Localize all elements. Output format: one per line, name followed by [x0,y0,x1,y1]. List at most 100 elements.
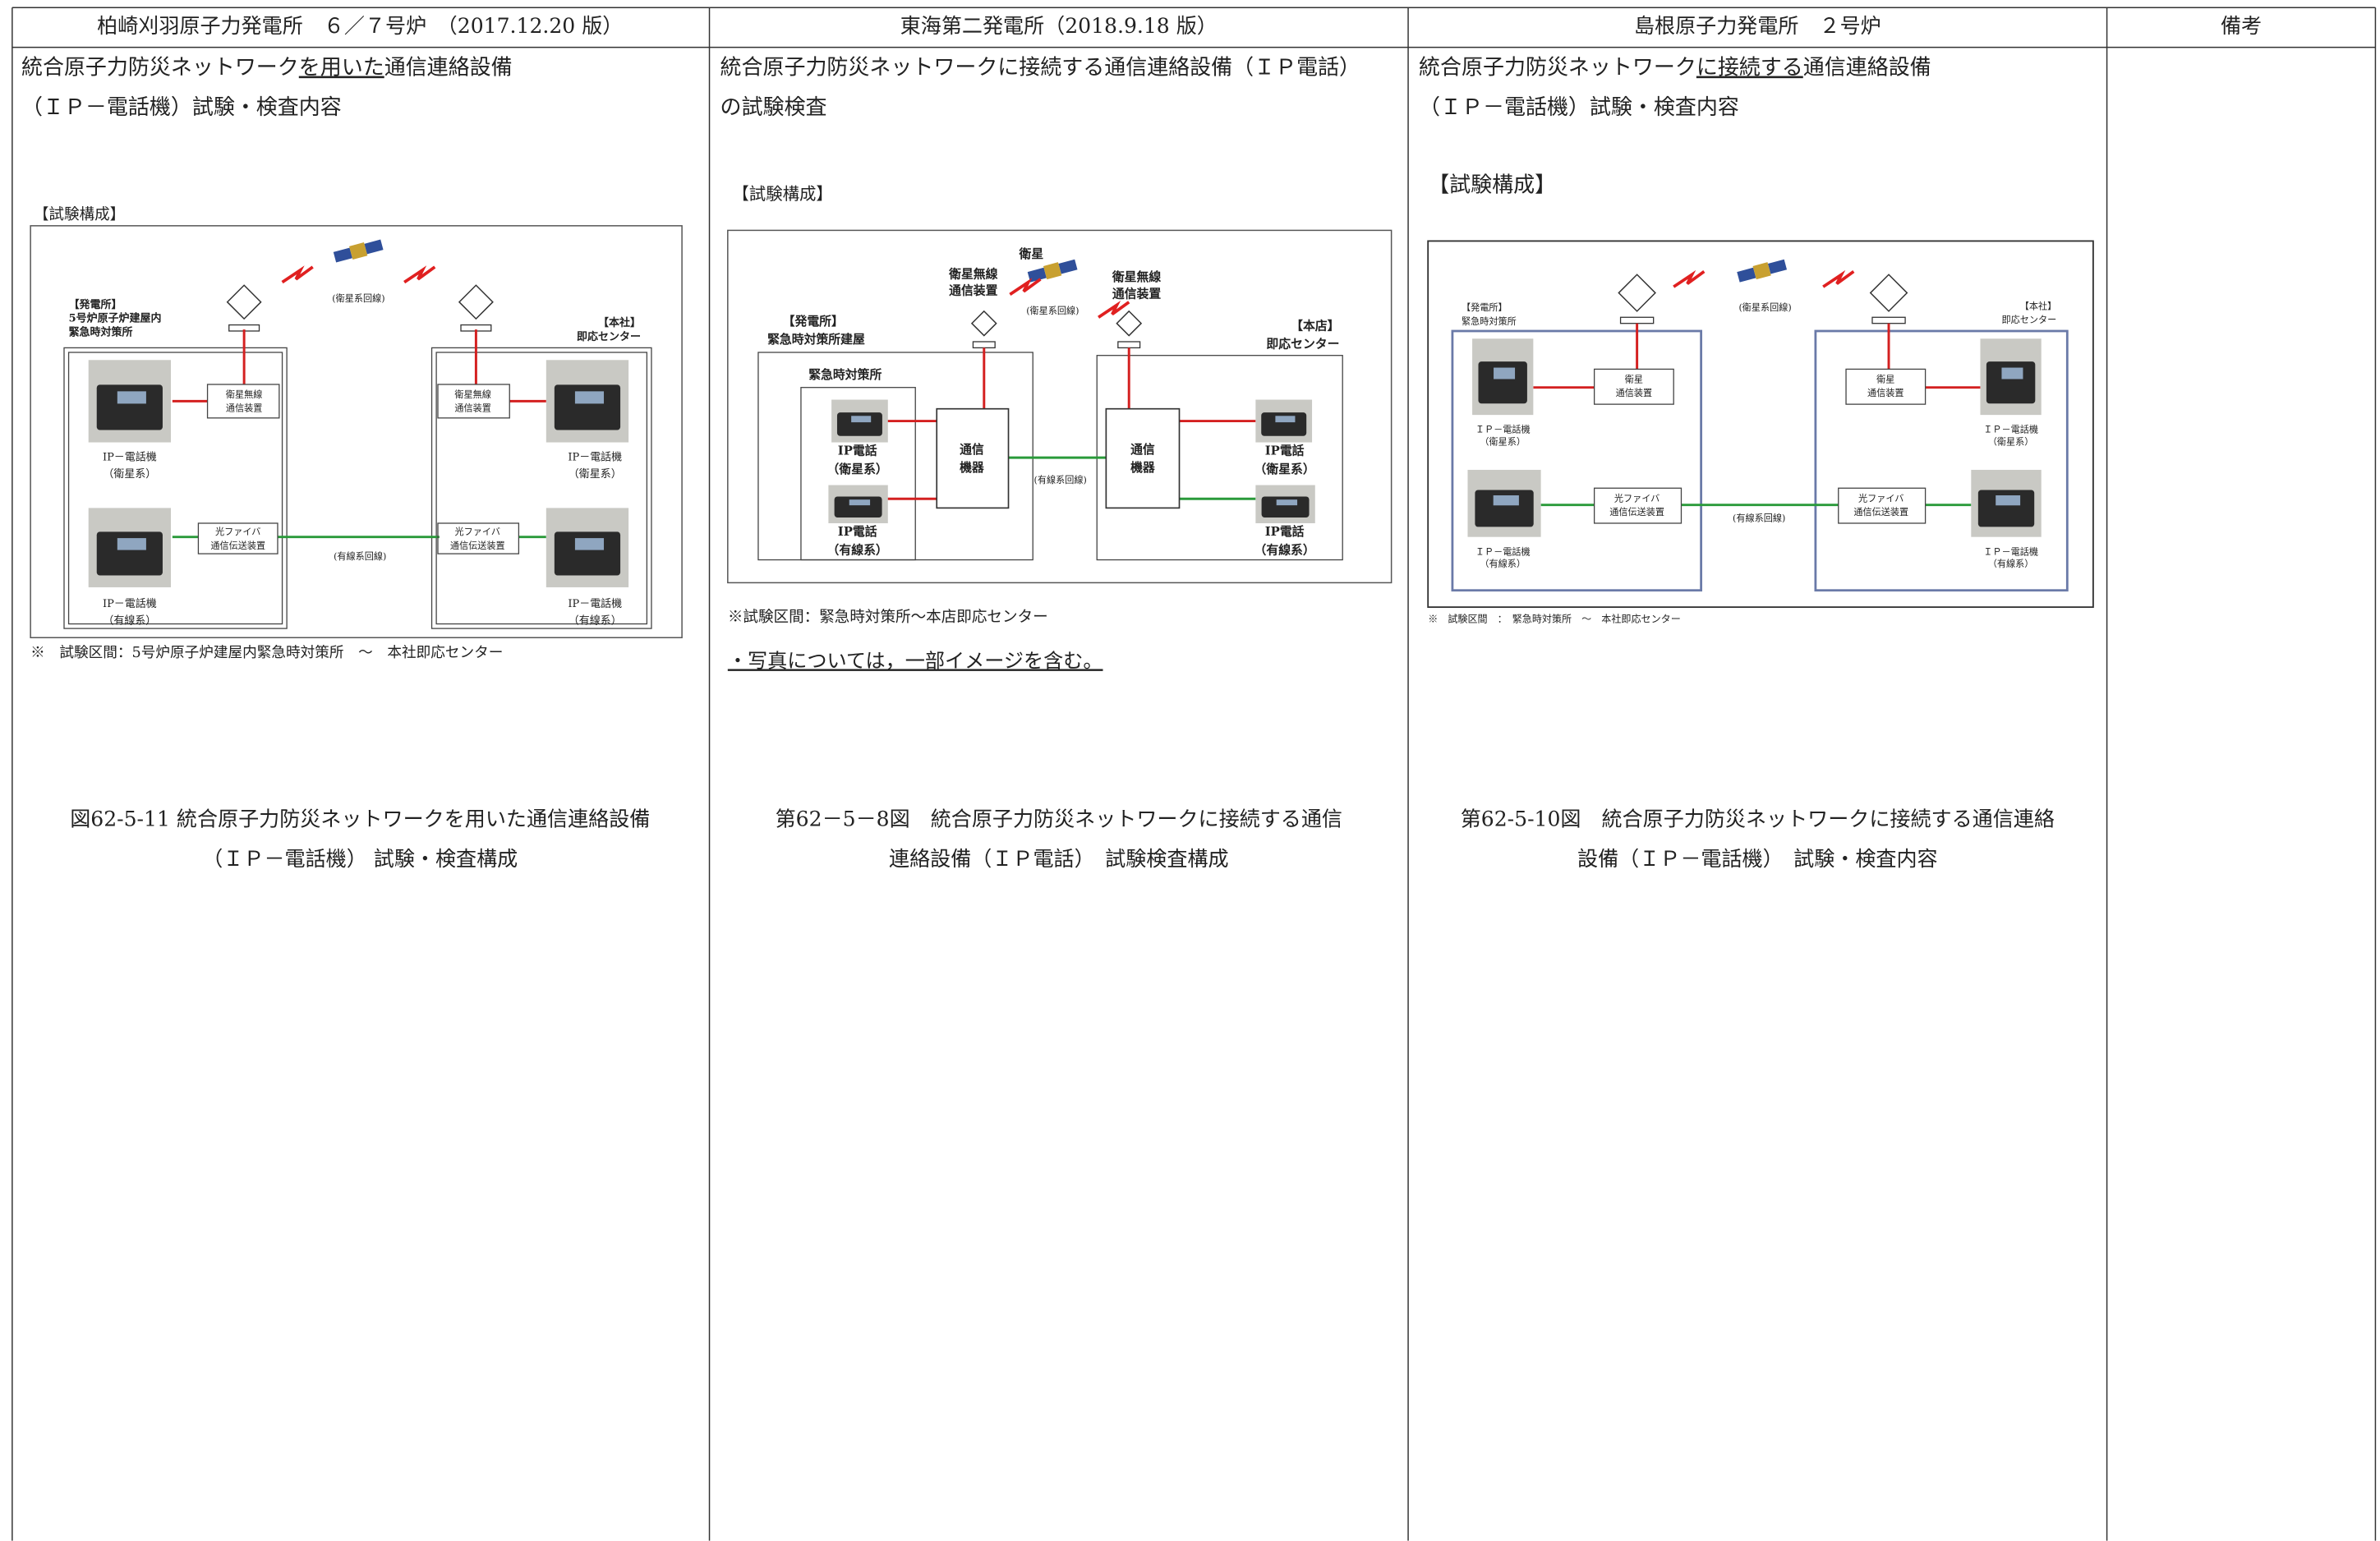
diagram-label: 5号炉原子炉建屋内 [69,312,162,325]
diagram-label: 機器 [1130,460,1156,475]
body-text: に接続する [1696,56,1803,80]
box [800,387,916,561]
phone-screen [1493,495,1519,506]
body-text: 統合原子力防災ネットワーク [21,56,299,80]
diagram-label: 衛星 [1019,246,1044,261]
box [63,347,288,629]
caption: 設備（ＩＰ－電話機） 試験・検査内容 [1577,847,1938,871]
box [430,347,652,629]
body-text: の試験検査 [720,95,827,120]
box [437,522,520,554]
diagram-label: 通信伝送装置 [450,540,505,551]
body-text: 統合原子力防災ネットワーク [1419,56,1696,80]
phone-body [96,384,163,430]
diagram-label: 衛星無線 [948,266,998,281]
lightning [1009,278,1042,296]
antenna-base [1619,316,1655,324]
diagram-label: 光ファイバ [1614,492,1660,504]
box [1593,368,1674,405]
antenna [1116,310,1143,337]
phone-screen [574,538,605,550]
diagram-label: 衛星 [1876,374,1894,384]
satellite-panel [1058,259,1078,274]
antenna-base [1871,316,1906,324]
diagram-label: 光ファイバ [215,526,260,537]
lightning [1098,300,1130,319]
diagram-label: （衛星系） [827,462,888,476]
box [727,229,1393,584]
phone-body [554,384,621,430]
body-line: 統合原子力防災ネットワークを用いた通信連絡設備 [21,56,513,80]
box [936,407,1010,509]
diagram-label: 衛星無線 [454,389,491,400]
phone-screen [1275,416,1296,423]
header-cell: 東海第二発電所（2018.9.18 版） [900,14,1218,38]
header-cell: 島根原子力発電所 ２号炉 [1634,14,1881,38]
diagram-label: （衛星系） [1988,437,2034,448]
note: ※試験区間：緊急時対策所～本店即応センター [728,609,1048,626]
diagram-label: 衛星無線 [226,389,263,400]
diagram-label: 通信装置 [1867,388,1904,398]
diagram-label: (衛星系回線) [1026,305,1079,316]
caption: 連絡設備（ＩＰ電話） 試験検査構成 [889,847,1229,871]
box [1593,487,1683,524]
satellite-body [349,242,368,260]
caption: 図62-5-11 統合原子力防災ネットワークを用いた通信連絡設備 [70,807,650,831]
diagram-label: （有線系） [1988,558,2034,569]
diagram-label: 機器 [960,460,985,475]
diagram-label: 緊急時対策所 [1462,315,1517,327]
phone-screen [117,538,146,550]
caption: 第62－5－8図 統合原子力防災ネットワークに接続する通信 [776,807,1342,831]
diagram-label: 即応センター [2002,314,2057,325]
body-text: 通信連絡設備 [384,56,513,80]
box [30,225,683,638]
note: ※ 試験区間 ： 緊急時対策所 ～ 本社即応センター [1428,612,1681,624]
diagram-label: 通信装置 [1616,388,1653,398]
diagram-label: （衛星系） [1480,437,1526,448]
antenna [226,284,262,320]
box [197,522,279,554]
diagram-label: （衛星系） [103,468,156,481]
antenna-base [972,341,996,349]
section-label: 【試験構成】 [1428,173,1556,198]
diagram-label: 【発電所】 [1462,301,1508,313]
diagram-label: 光ファイバ [1858,492,1904,504]
satellite-panel [1767,259,1788,274]
diagram-label: （有線系） [103,614,156,627]
diagram-label: (有線系回線) [334,550,386,562]
phone-body [96,531,163,576]
diagram-label: (衛星系回線) [1738,301,1791,313]
box [1451,329,1703,592]
body-line: の試験検査 [720,95,827,120]
body-text: を用いた [299,56,384,80]
diagram-label: 通信装置 [1112,286,1162,301]
phone-screen [1276,499,1298,506]
diagram-label: （衛星系） [569,468,622,481]
body-line: 統合原子力防災ネットワークに接続する通信連絡設備（ＩＰ電話） [720,56,1361,80]
box [1105,407,1181,509]
diagram-label: (有線系回線) [1733,512,1785,523]
diagram-label: 緊急時対策所 [69,325,133,338]
diagram-label: 通信装置 [226,403,263,414]
body-line: 統合原子力防災ネットワークに接続する通信連絡設備 [1419,56,1931,80]
diagram-label: ＩＰ－電話機 [1475,545,1531,557]
diagram-label: 通信伝送装置 [210,540,265,551]
lightning [1673,269,1706,288]
diagram-label: 【発電所】 [69,298,122,311]
diagram-label: 通信 [960,442,984,457]
box [437,384,510,419]
diagram-label: 即応センター [577,330,641,343]
phone-body [1475,490,1534,527]
diagram-label: IP電話 [1265,444,1305,458]
phone-screen [574,391,605,404]
lightning [403,265,436,284]
diagram-label: 【本社】 [2020,300,2057,311]
phone-screen [849,499,871,506]
body-text: 通信連絡設備 [1803,56,1931,80]
diagram-label: IP電話 [838,524,877,539]
diagram-label: 衛星無線 [1112,269,1162,284]
diagram-label: IP電話 [838,444,877,458]
diagram-label: （衛星系） [1254,462,1315,476]
